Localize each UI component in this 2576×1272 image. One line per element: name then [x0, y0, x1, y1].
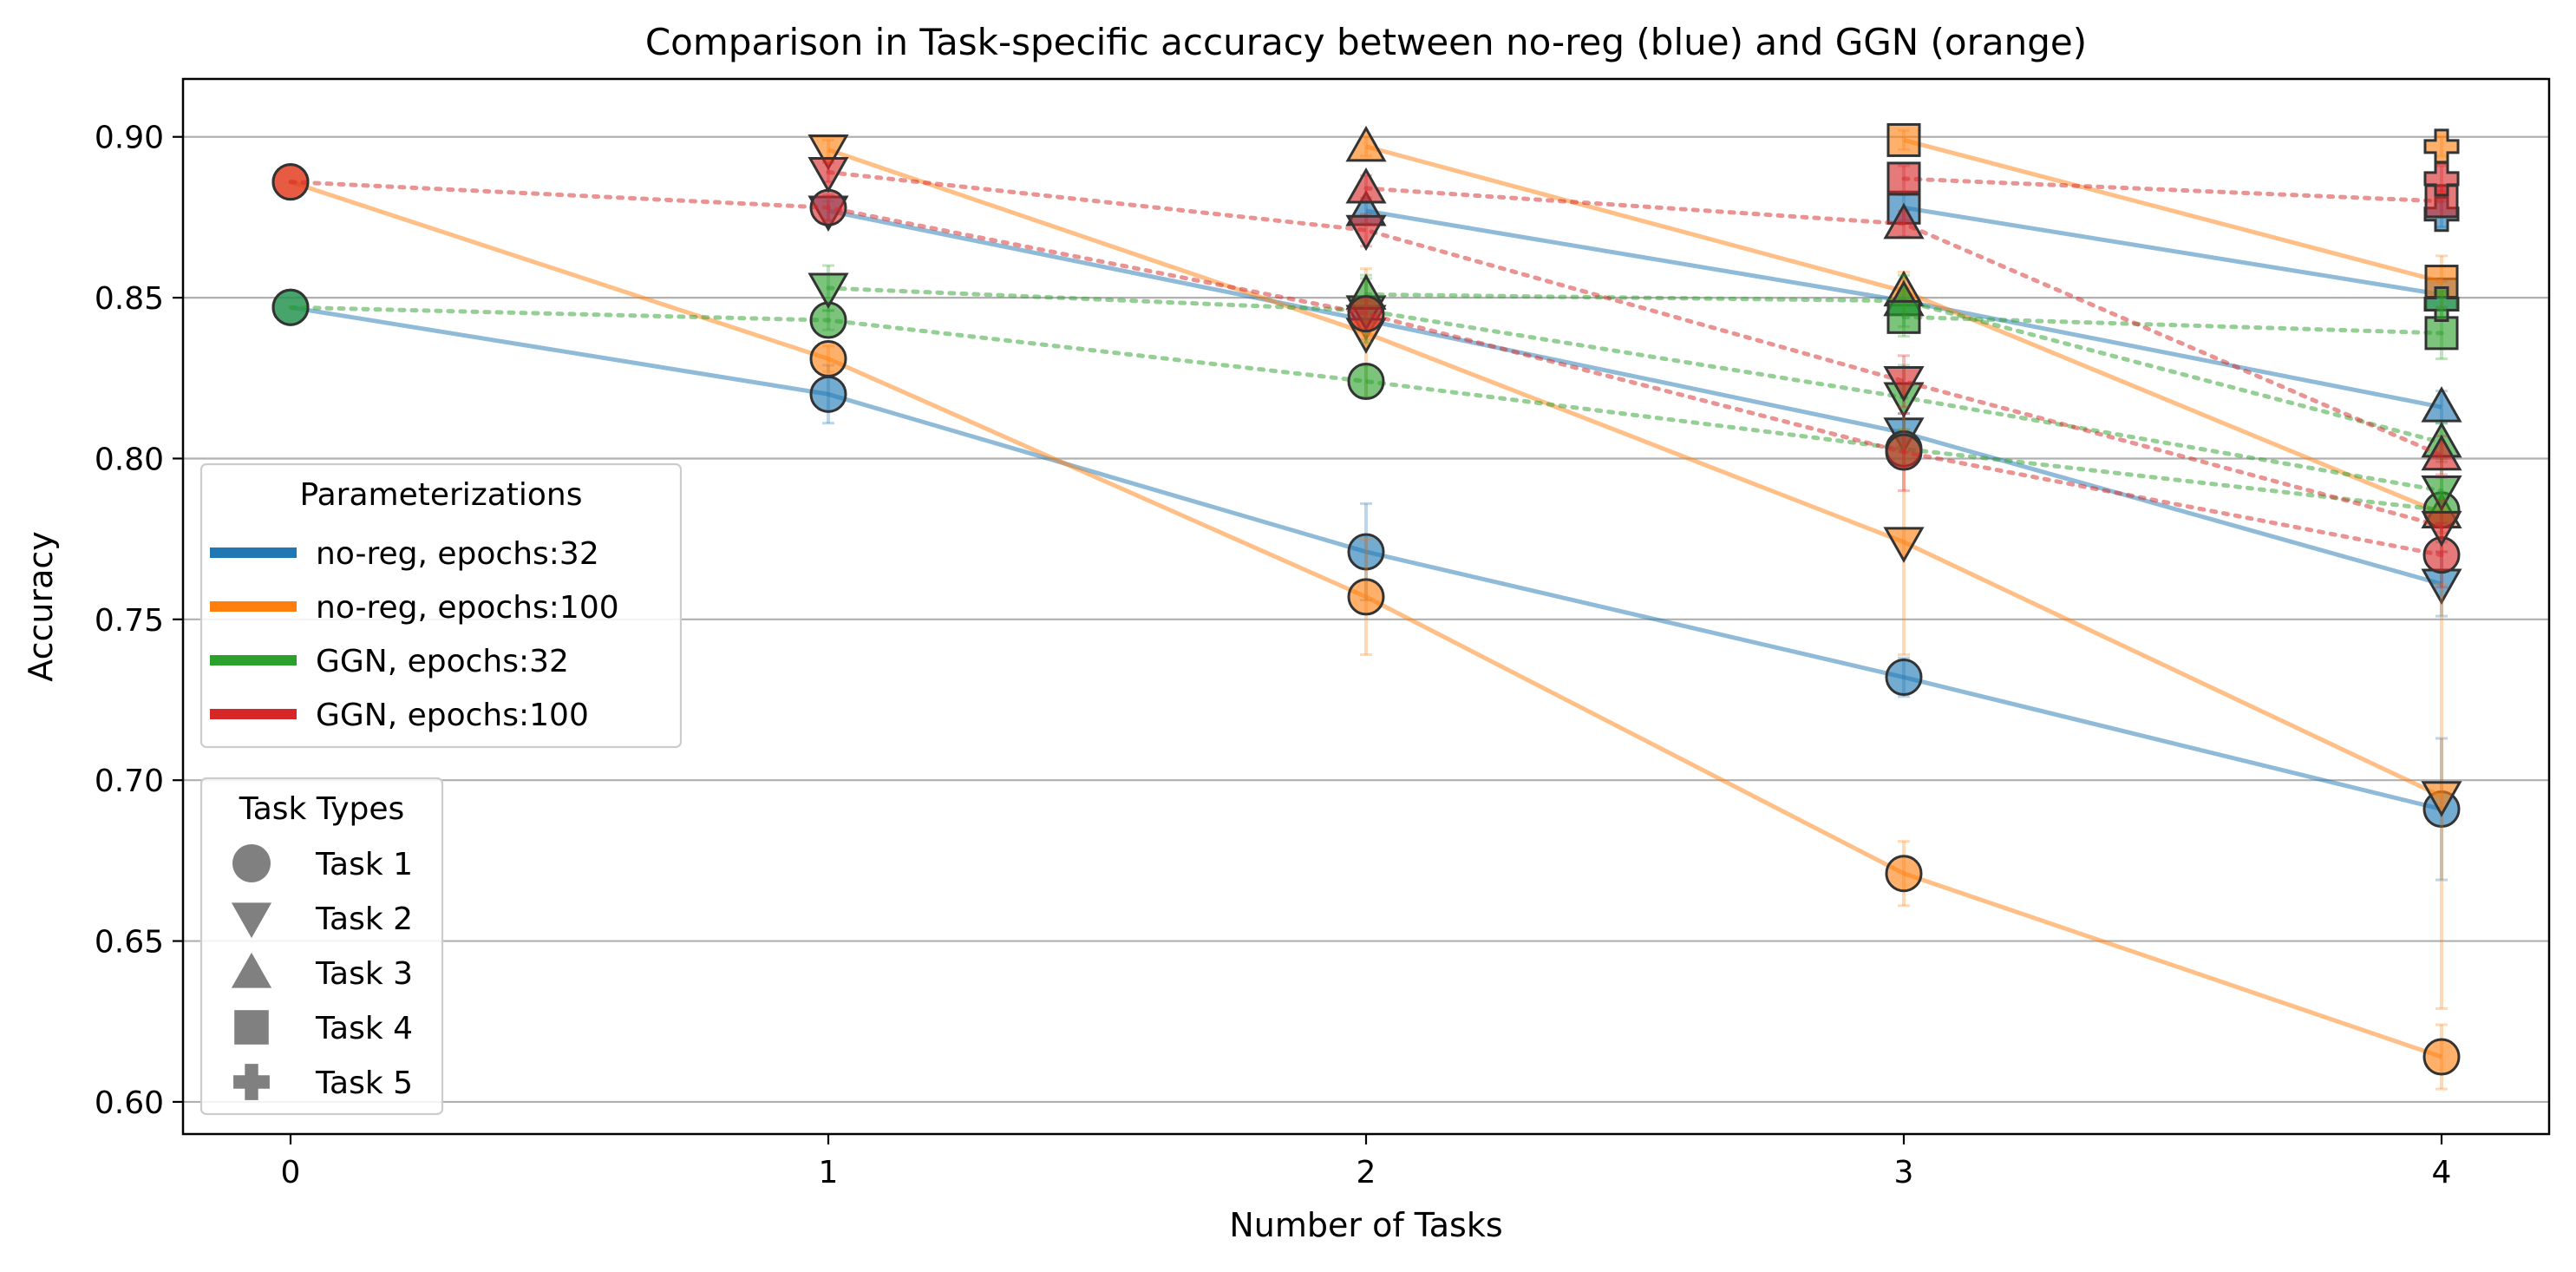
data-point	[809, 375, 847, 413]
legend-entry-label: GGN, epochs:100	[316, 698, 589, 733]
legend-entry-label: no-reg, epochs:100	[316, 590, 619, 626]
legend-task-types-title: Task Types	[239, 791, 405, 827]
y-tick-label: 0.65	[95, 925, 164, 961]
series-line	[1901, 314, 2444, 336]
data-point	[1347, 362, 1385, 400]
y-axis-label: Accuracy	[22, 531, 60, 682]
series-ggn-epochs-32-task-5	[2423, 286, 2460, 323]
data-point	[807, 272, 849, 310]
data-point	[1885, 659, 1923, 697]
series-line	[827, 208, 2442, 587]
data-point	[1885, 433, 1923, 471]
data-point	[1883, 202, 1925, 239]
data-point	[2421, 475, 2462, 512]
data-point	[1886, 161, 1921, 196]
data-point	[1886, 299, 1921, 334]
x-tick-label: 2	[1357, 1155, 1376, 1190]
data-point	[1883, 365, 1925, 403]
data-point	[2421, 781, 2462, 817]
x-tick-label: 4	[2432, 1155, 2452, 1190]
series-line	[1901, 176, 2444, 204]
legend-entry-label: Task 3	[315, 956, 413, 992]
data-point	[271, 163, 310, 201]
x-tick-label: 0	[281, 1155, 301, 1190]
legend-entry-label: Task 5	[315, 1065, 413, 1101]
legend-parameterizations: Parameterizations no-reg, epochs:32 no-reg…	[199, 462, 683, 749]
chart-title: Comparison in Task-specific accuracy bet…	[645, 21, 2087, 63]
data-point	[2421, 434, 2462, 471]
data-point	[1345, 214, 1387, 252]
series-ggn-epochs-100-task-2	[807, 157, 2462, 554]
legend-entry-label: GGN, epochs:32	[316, 644, 569, 679]
legend-marker-triangle-up-icon	[231, 952, 272, 988]
y-tick-label: 0.75	[95, 603, 164, 639]
plot-series	[271, 122, 2462, 1091]
data-point	[807, 134, 849, 171]
data-point	[2421, 386, 2462, 423]
y-tick-label: 0.90	[95, 121, 164, 156]
data-point	[807, 157, 849, 193]
axes: 0.60 0.65 0.70 0.75 0.80 0.85 0.90 0 1 2 3 4	[95, 121, 2452, 1190]
data-point	[1345, 125, 1387, 162]
x-axis-label: Number of Tasks	[1229, 1206, 1502, 1244]
x-tick-label: 3	[1894, 1155, 1914, 1190]
data-point	[1347, 295, 1385, 333]
data-point	[2423, 286, 2460, 323]
legend-entry-label: Task 1	[315, 847, 413, 882]
data-point	[1345, 167, 1387, 204]
data-point	[1347, 533, 1385, 571]
series-line	[1903, 138, 2442, 284]
x-tick-label: 1	[819, 1155, 839, 1190]
legend-parameterizations-title: Parameterizations	[300, 477, 583, 513]
legend-entry-label: Task 2	[315, 902, 413, 937]
series-ggn-epochs-100-task-3	[1345, 167, 2462, 476]
data-point	[2424, 316, 2459, 351]
data-point	[809, 340, 847, 378]
y-tick-label: 0.60	[95, 1085, 164, 1121]
legend-task-types: Task Types Task 1 Task 2 Task 3 Task 4 Task 5	[199, 777, 444, 1116]
data-point	[1885, 855, 1923, 893]
data-point	[1347, 578, 1385, 616]
series-line	[827, 148, 2443, 798]
data-point	[2421, 510, 2462, 547]
data-point	[2423, 161, 2460, 197]
legend-marker-circle-icon	[232, 844, 271, 882]
legend-entry-label: no-reg, epochs:32	[316, 536, 599, 572]
y-tick-label: 0.70	[95, 764, 164, 799]
series-ggn-epochs-100-task-1	[271, 163, 2461, 589]
legend-marker-square-icon	[234, 1010, 269, 1045]
series-line	[826, 170, 2444, 528]
data-point	[271, 288, 310, 326]
y-tick-label: 0.80	[95, 442, 164, 477]
data-point	[809, 188, 847, 226]
series-line	[826, 285, 2444, 494]
series-ggn-epochs-100-task-5	[2423, 161, 2460, 197]
legend-marker-triangle-down-icon	[231, 902, 272, 939]
legend-marker-plus-icon	[233, 1064, 270, 1100]
data-point	[1886, 122, 1921, 157]
legend-task-types-box	[199, 777, 444, 1116]
legend-entry-label: Task 4	[315, 1011, 413, 1046]
series-line	[1903, 205, 2442, 297]
data-point	[2422, 1038, 2461, 1076]
series-ggn-epochs-32-task-4	[1886, 296, 2459, 361]
y-tick-label: 0.85	[95, 281, 164, 317]
data-point	[1883, 527, 1925, 563]
legend-parameterizations-box	[199, 462, 683, 749]
